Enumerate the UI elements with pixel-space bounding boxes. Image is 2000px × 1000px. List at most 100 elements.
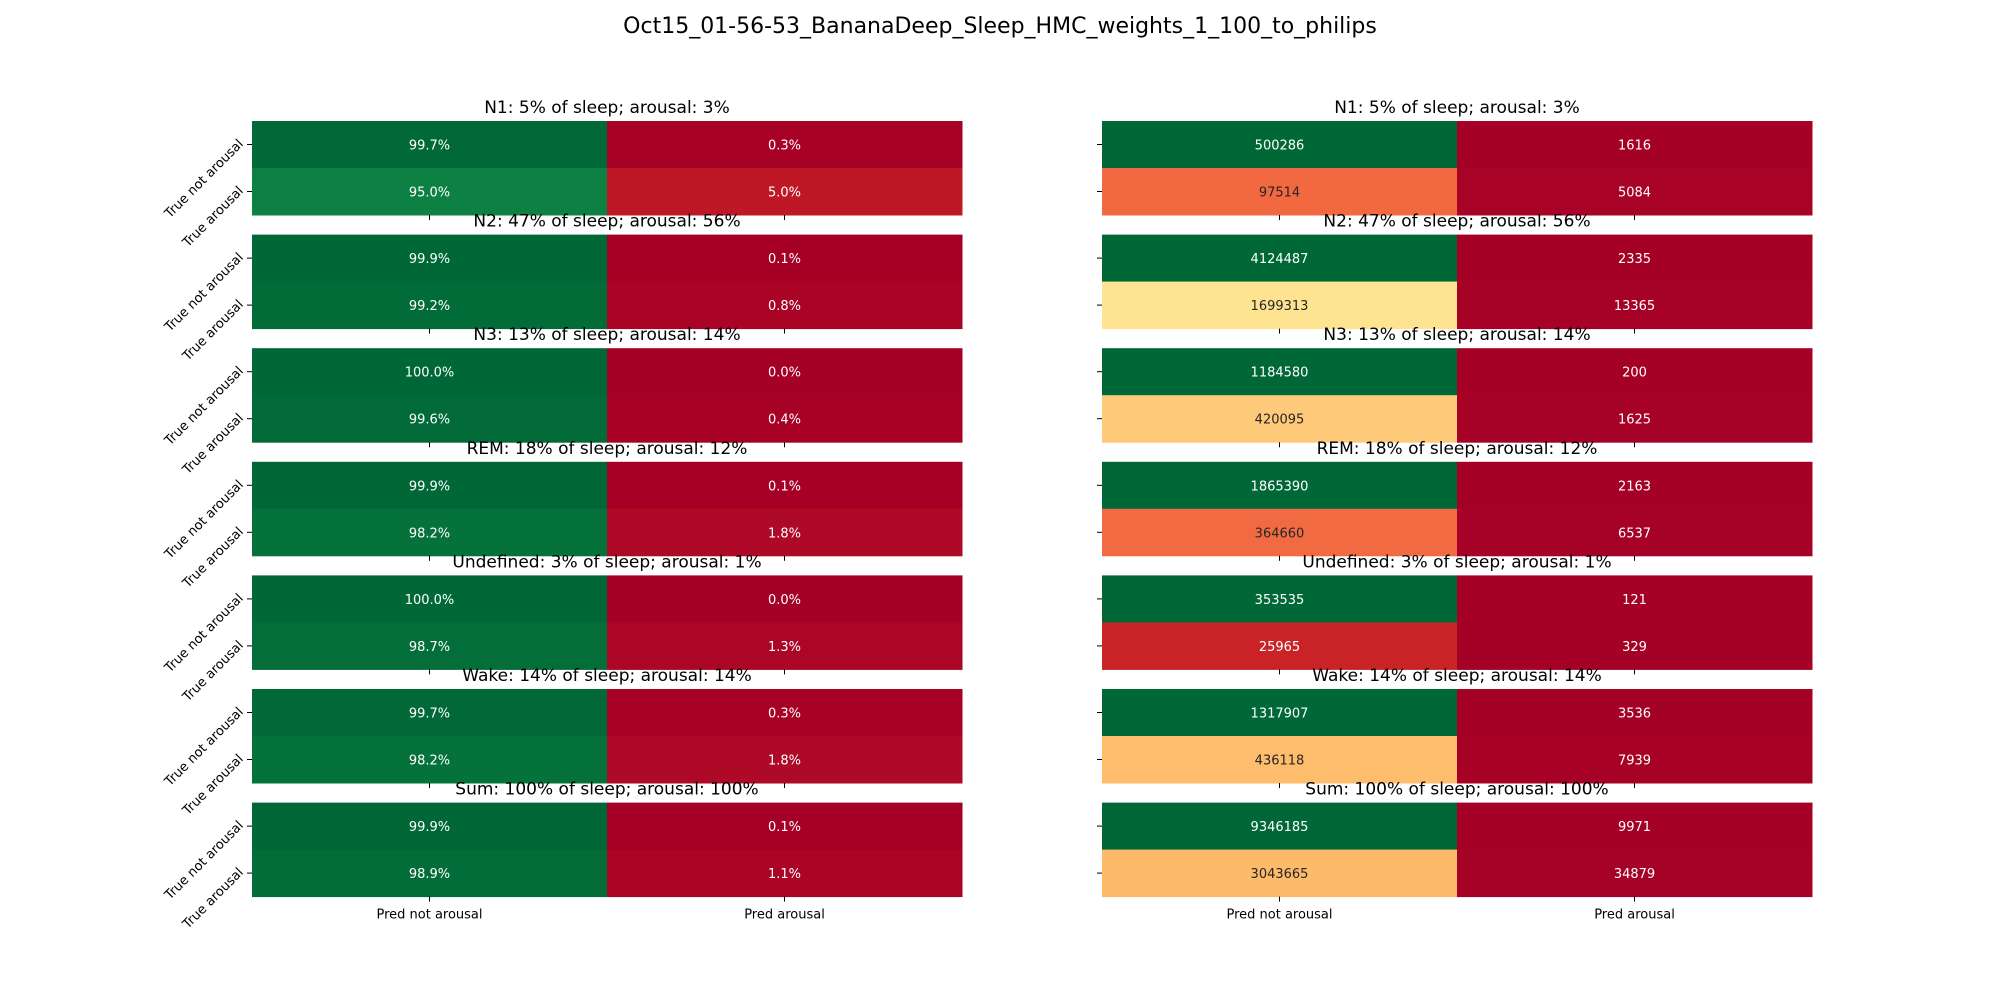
heatmap-cell (1457, 281, 1813, 330)
heatmap-cell (607, 395, 963, 443)
panel-title: N2: 47% of sleep; arousal: 56% (1323, 212, 1590, 232)
heatmap-cell (607, 461, 963, 510)
count-panel-2: N2: 47% of sleep; arousal: 56% 4124487 233… (1097, 212, 1813, 334)
heatmap-cell (1102, 461, 1458, 510)
cell-value-label: 4124487 (1251, 252, 1309, 267)
cell-value-label: 1.8% (768, 754, 801, 769)
cell-value-label: 99.6% (409, 413, 450, 428)
cell-value-label: 98.7% (409, 640, 450, 655)
count-panel-4: REM: 18% of sleep; arousal: 12% 1865390 21… (1097, 439, 1813, 561)
percent-panel-4: REM: 18% of sleep; arousal: 12% 99.9% 0.1%… (161, 439, 963, 592)
heatmap-cell (1102, 234, 1458, 283)
cell-value-label: 3536 (1618, 707, 1651, 722)
y-tick-label: True not arousal (161, 705, 246, 790)
heatmap-cell (252, 168, 608, 216)
cell-value-label: 0.3% (768, 139, 801, 154)
cell-value-label: 98.9% (409, 867, 450, 882)
cell-value-label: 2163 (1618, 479, 1651, 494)
cell-value-label: 25965 (1259, 640, 1300, 655)
heatmap-cell (1457, 121, 1813, 169)
cell-value-label: 5084 (1618, 186, 1651, 201)
heatmap-cell (1102, 281, 1458, 330)
heatmap-cell (1457, 508, 1813, 557)
heatmap-cell (607, 168, 963, 216)
heatmap-cell (1457, 849, 1813, 898)
cell-value-label: 0.1% (768, 479, 801, 494)
cell-value-label: 353535 (1255, 593, 1305, 608)
heatmap-cell (1102, 849, 1458, 898)
cell-value-label: 0.0% (768, 593, 801, 608)
heatmap-cell (1102, 395, 1458, 443)
figure-title: Oct15_01-56-53_BananaDeep_Sleep_HMC_weig… (623, 14, 1377, 39)
heatmap-cell (252, 849, 608, 898)
heatmap-cell (1457, 461, 1813, 510)
heatmap-cell (252, 736, 608, 784)
heatmap-cell (1457, 234, 1813, 283)
cell-value-label: 1.1% (768, 867, 801, 882)
heatmap-cell (252, 348, 608, 396)
heatmap-cell (1457, 802, 1813, 851)
heatmap-cell (252, 689, 608, 737)
count-panel-1: N1: 5% of sleep; arousal: 3% 500286 1616 97… (1097, 98, 1813, 220)
cell-value-label: 97514 (1259, 186, 1300, 201)
heatmap-cell (1102, 802, 1458, 851)
cell-value-label: 1699313 (1251, 299, 1309, 314)
panel-title: Wake: 14% of sleep; arousal: 14% (1312, 666, 1602, 686)
cell-value-label: 100.0% (405, 593, 455, 608)
panel-title: Wake: 14% of sleep; arousal: 14% (462, 666, 752, 686)
heatmap-cell (252, 395, 608, 443)
heatmap-cell (1457, 689, 1813, 737)
panel-title: N1: 5% of sleep; arousal: 3% (1334, 98, 1580, 118)
cell-value-label: 99.2% (409, 299, 450, 314)
panel-title: REM: 18% of sleep; arousal: 12% (467, 439, 748, 459)
heatmap-cell (252, 508, 608, 557)
heatmap-cell (1102, 622, 1458, 670)
cell-value-label: 9346185 (1251, 820, 1309, 835)
heatmap-cell (252, 121, 608, 169)
cell-value-label: 0.3% (768, 707, 801, 722)
heatmap-cell (607, 281, 963, 330)
heatmap-cell (1102, 121, 1458, 169)
heatmap-cell (252, 622, 608, 670)
heatmap-cell (252, 281, 608, 330)
heatmap-cell (1102, 575, 1458, 623)
heatmap-cell (607, 736, 963, 784)
cell-value-label: 99.9% (409, 479, 450, 494)
panel-title: N2: 47% of sleep; arousal: 56% (473, 212, 740, 232)
cell-value-label: 329 (1622, 640, 1647, 655)
percent-panel-7: Sum: 100% of sleep; arousal: 100% 99.9% 0.… (161, 780, 963, 933)
cell-value-label: 500286 (1255, 139, 1305, 154)
cell-value-label: 1616 (1618, 139, 1651, 154)
percent-panel-6: Wake: 14% of sleep; arousal: 14% 99.7% 0.3… (161, 666, 963, 819)
panel-title: N3: 13% of sleep; arousal: 14% (473, 325, 740, 345)
y-tick-label: True not arousal (161, 591, 246, 676)
heatmap-cell (1457, 622, 1813, 670)
cell-value-label: 1865390 (1251, 479, 1309, 494)
cell-value-label: 2335 (1618, 252, 1651, 267)
panel-title: Undefined: 3% of sleep; arousal: 1% (452, 552, 761, 572)
cell-value-label: 121 (1622, 593, 1647, 608)
heatmap-cell (607, 802, 963, 851)
x-tick-label: Pred not arousal (376, 908, 482, 923)
cell-value-label: 0.8% (768, 299, 801, 314)
heatmap-cell (1457, 168, 1813, 216)
heatmap-cell (607, 508, 963, 557)
heatmap-cell (1102, 348, 1458, 396)
panel-title: N1: 5% of sleep; arousal: 3% (484, 98, 730, 118)
count-panel-5: Undefined: 3% of sleep; arousal: 1% 35353… (1097, 552, 1813, 675)
heatmap-cell (607, 575, 963, 623)
cell-value-label: 364660 (1255, 526, 1305, 541)
y-tick-label: True not arousal (161, 137, 246, 222)
y-tick-label: True not arousal (161, 818, 246, 903)
x-tick-label: Pred arousal (744, 908, 825, 923)
count-panel-6: Wake: 14% of sleep; arousal: 14% 1317907 3… (1097, 666, 1813, 788)
cell-value-label: 1.8% (768, 526, 801, 541)
heatmap-cell (607, 348, 963, 396)
cell-value-label: 200 (1622, 366, 1647, 381)
heatmap-cell (252, 461, 608, 510)
cell-value-label: 98.2% (409, 754, 450, 769)
cell-value-label: 99.7% (409, 139, 450, 154)
cell-value-label: 0.1% (768, 252, 801, 267)
heatmap-cell (1457, 575, 1813, 623)
